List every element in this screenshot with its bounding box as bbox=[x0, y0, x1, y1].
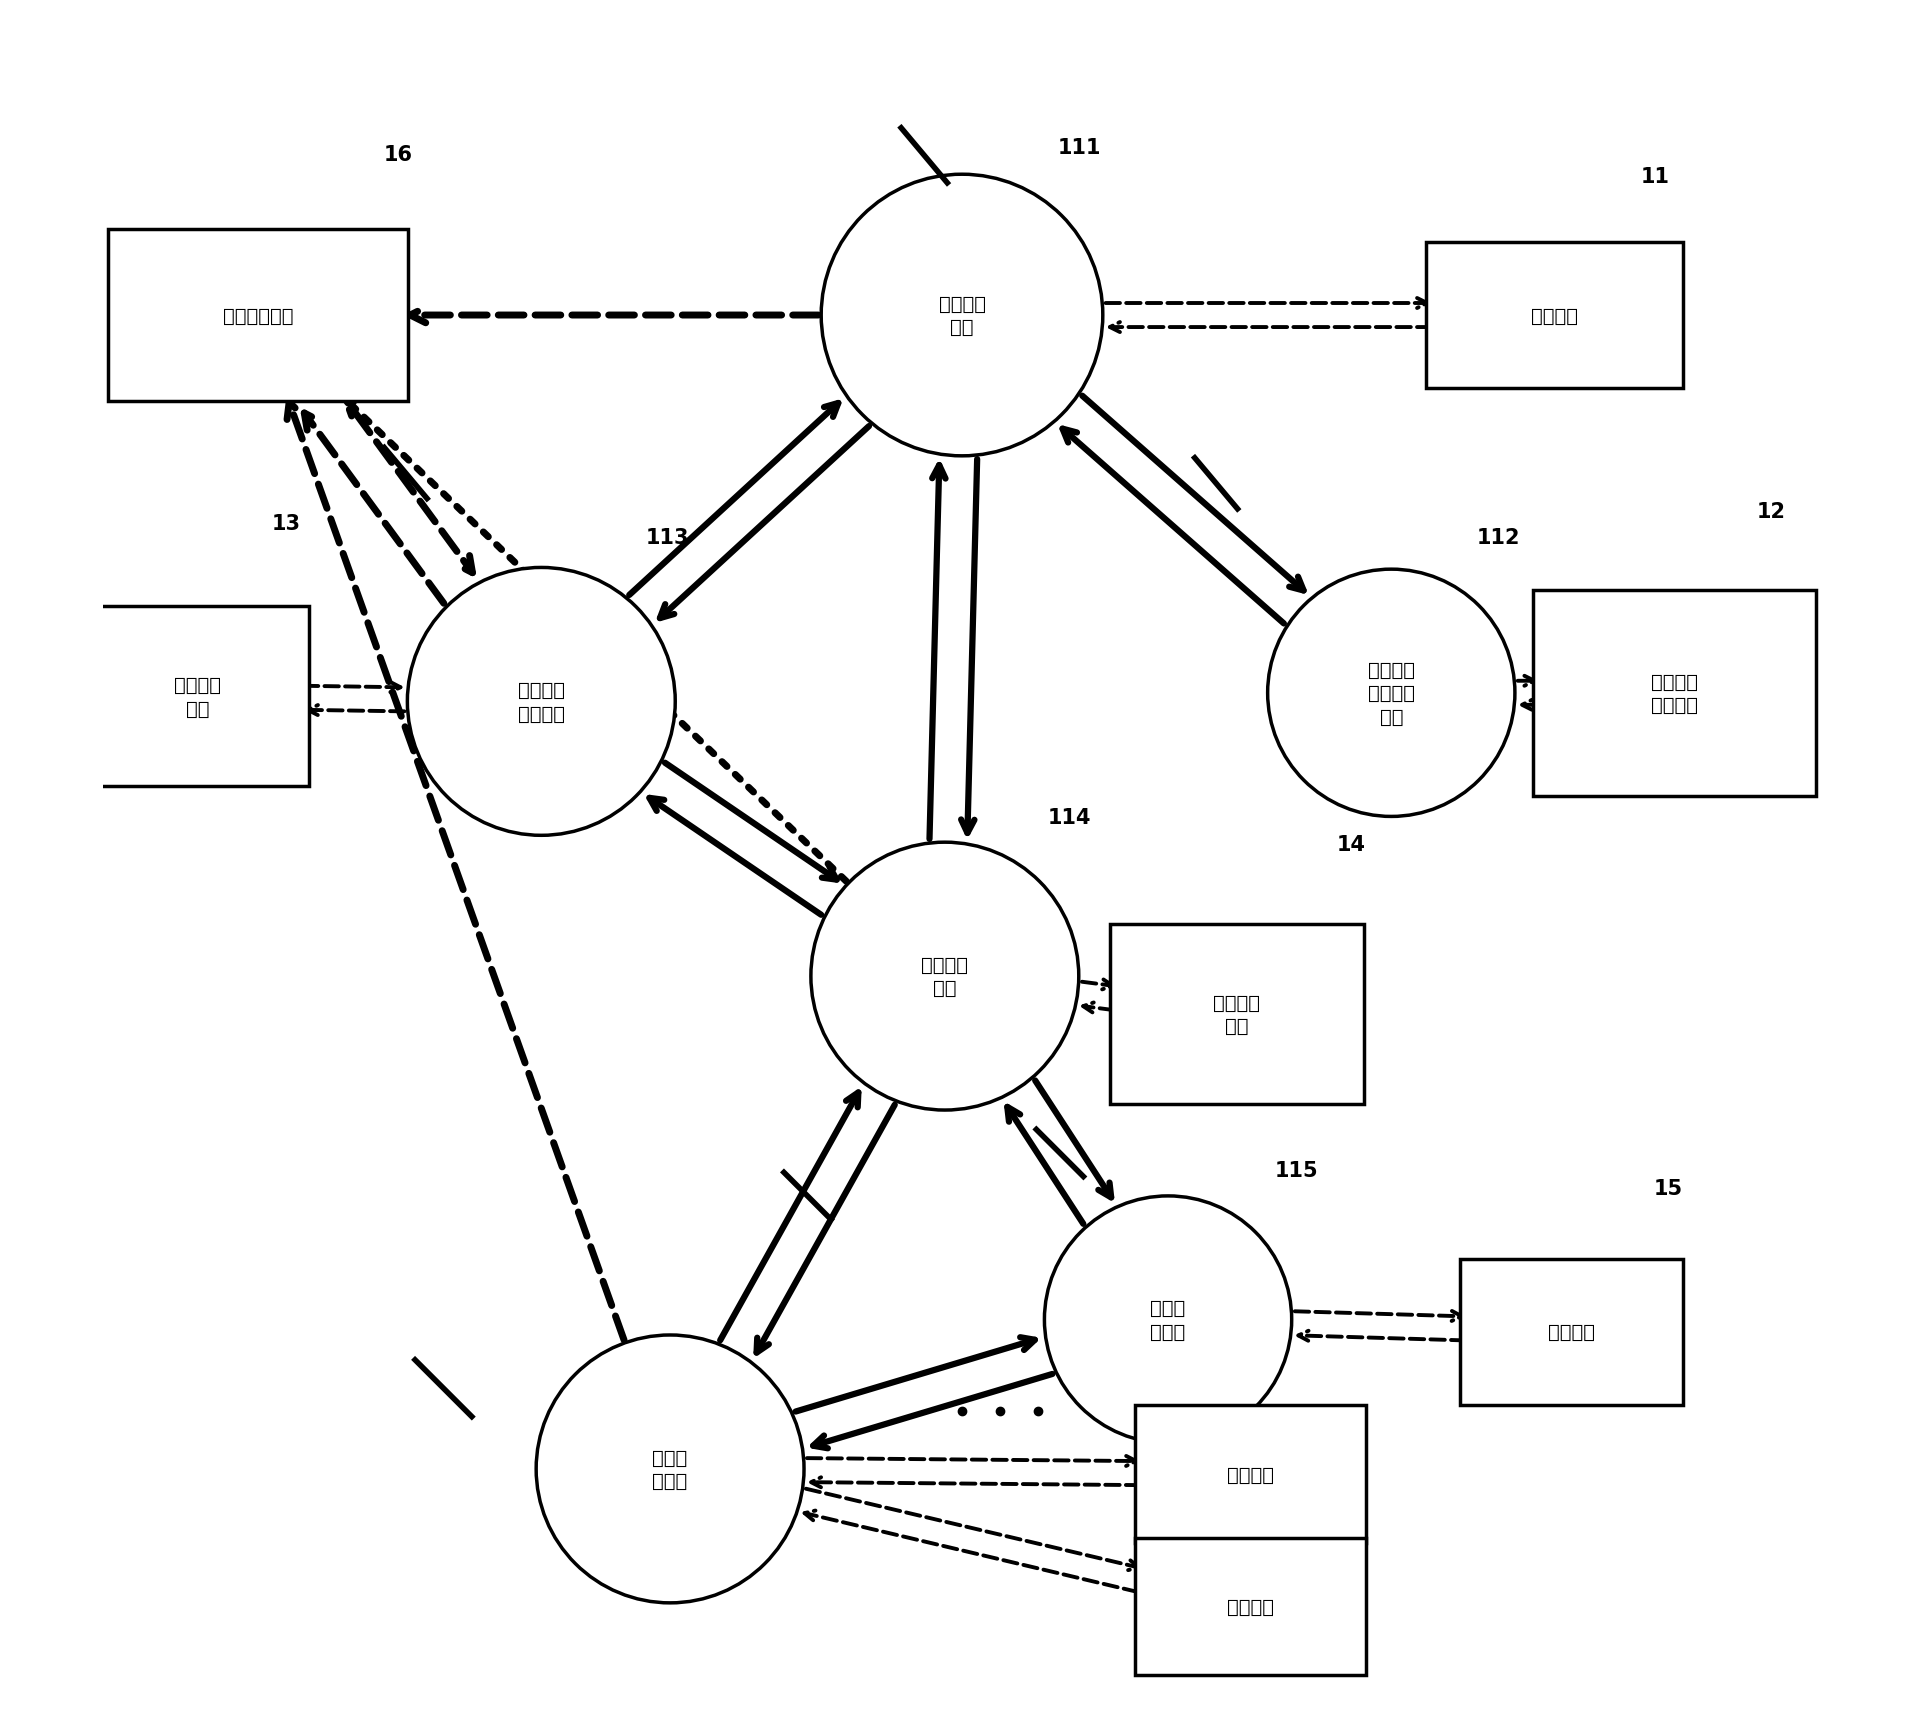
Text: 系统内核
服务管理
对象: 系统内核 服务管理 对象 bbox=[1367, 661, 1413, 727]
Text: 主控管理
对象: 主控管理 对象 bbox=[938, 294, 985, 337]
Text: 11: 11 bbox=[1640, 168, 1669, 187]
Text: 15: 15 bbox=[1654, 1178, 1683, 1197]
Text: 工作管
理对象: 工作管 理对象 bbox=[1150, 1299, 1185, 1341]
Text: 111: 111 bbox=[1058, 138, 1102, 157]
Circle shape bbox=[821, 175, 1102, 457]
Text: 112: 112 bbox=[1477, 528, 1519, 547]
Text: 115: 115 bbox=[1273, 1161, 1317, 1182]
Text: 服务管理
模块: 服务管理 模块 bbox=[1213, 993, 1260, 1036]
FancyBboxPatch shape bbox=[1533, 590, 1815, 796]
Circle shape bbox=[810, 843, 1079, 1111]
Text: 工作模块: 工作模块 bbox=[1227, 1597, 1273, 1616]
Text: 14: 14 bbox=[1336, 834, 1365, 855]
Text: 12: 12 bbox=[1756, 502, 1785, 522]
Circle shape bbox=[1044, 1195, 1290, 1443]
Text: 协议映射
模块: 协议映射 模块 bbox=[175, 676, 221, 718]
FancyBboxPatch shape bbox=[1460, 1259, 1683, 1405]
Text: 协议映射
管理对象: 协议映射 管理对象 bbox=[517, 680, 565, 723]
FancyBboxPatch shape bbox=[1425, 242, 1683, 389]
FancyBboxPatch shape bbox=[108, 230, 408, 401]
FancyBboxPatch shape bbox=[1135, 1405, 1365, 1543]
Text: 113: 113 bbox=[646, 528, 688, 547]
FancyBboxPatch shape bbox=[87, 607, 310, 787]
Text: 工作模块: 工作模块 bbox=[1227, 1465, 1273, 1484]
Circle shape bbox=[1267, 569, 1513, 817]
Text: 工作模块: 工作模块 bbox=[1548, 1322, 1594, 1341]
Text: 13: 13 bbox=[271, 514, 300, 535]
Text: 服务管理
对象: 服务管理 对象 bbox=[921, 955, 967, 998]
Circle shape bbox=[537, 1336, 804, 1604]
Text: 工作管
理对象: 工作管 理对象 bbox=[652, 1448, 687, 1490]
Text: 策略服务模块: 策略服务模块 bbox=[223, 306, 292, 325]
Circle shape bbox=[408, 567, 675, 836]
Text: 系统内核
服务模块: 系统内核 服务模块 bbox=[1650, 673, 1698, 714]
Text: 主控模块: 主控模块 bbox=[1531, 306, 1577, 325]
FancyBboxPatch shape bbox=[1135, 1538, 1365, 1675]
Text: 114: 114 bbox=[1048, 808, 1090, 827]
FancyBboxPatch shape bbox=[1110, 924, 1363, 1104]
Text: 16: 16 bbox=[383, 145, 412, 164]
